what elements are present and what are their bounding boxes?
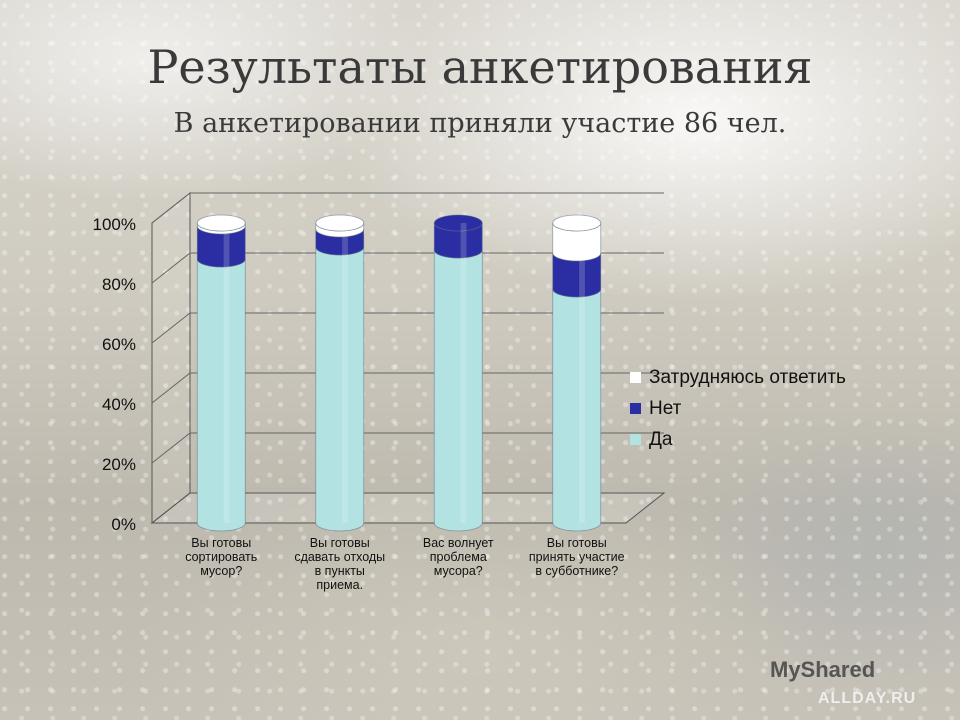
legend-label-no: Нет [649,397,682,419]
bar-highlight [342,223,348,523]
legend-item-unsure: Затрудняюсь ответить [630,362,846,393]
y-tick-label: 20% [102,455,136,474]
legend-item-yes: Да [630,424,846,455]
y-tick-label: 80% [102,275,136,294]
gridline [151,312,664,344]
x-tick-label: Вы готовы сортировать мусор? [185,536,258,578]
x-tick-label: Вы готовы сдавать отходы в пункты приема… [294,536,386,592]
bar-cap [433,214,483,232]
legend-swatch-unsure [630,372,641,383]
y-tick-label: 60% [102,335,136,354]
bar-segment [196,258,246,532]
slide-subtitle: В анкетировании приняли участие 86 чел. [173,108,787,139]
chart-bars [196,214,602,532]
bar-group [433,214,483,532]
gridline [151,432,664,464]
watermark-site: ALLDAY.RU [818,690,917,707]
watermark-brand: MyShared [770,657,876,682]
bar-cap [196,214,246,232]
bar-segment [433,249,483,532]
slide-title: Результаты анкетирования [147,40,813,94]
bar-highlight [460,223,467,523]
bar-group [196,214,246,532]
legend-swatch-yes [630,434,641,445]
y-axis-ticks: 0% 20% 40% 60% 80% 100% [93,215,136,534]
chart-legend: Затрудняюсь ответить Нет Да [630,362,846,455]
y-tick-label: 40% [102,395,136,414]
bar-highlight [223,223,230,523]
bar-segment [315,246,365,532]
y-tick-label: 100% [93,215,136,234]
gridline [151,252,664,284]
legend-label-unsure: Затрудняюсь ответить [649,366,846,388]
bar-cap [315,214,365,232]
chart-grid [150,191,666,525]
legend-label-yes: Да [649,428,673,450]
bar-group [552,214,602,532]
y-tick-label: 0% [111,515,136,534]
bar-highlight [579,223,585,523]
bar-cap [552,214,602,232]
bar-group [315,214,365,532]
legend-swatch-no [630,403,641,414]
gridline [151,372,664,404]
x-tick-label: Вы готовы принять участие в субботнике? [528,536,625,578]
gridline [151,192,664,224]
side-wall [151,191,191,525]
bar-segment [552,288,602,532]
x-tick-label: Вас волнует проблема мусора? [422,536,494,578]
legend-item-no: Нет [630,393,846,424]
